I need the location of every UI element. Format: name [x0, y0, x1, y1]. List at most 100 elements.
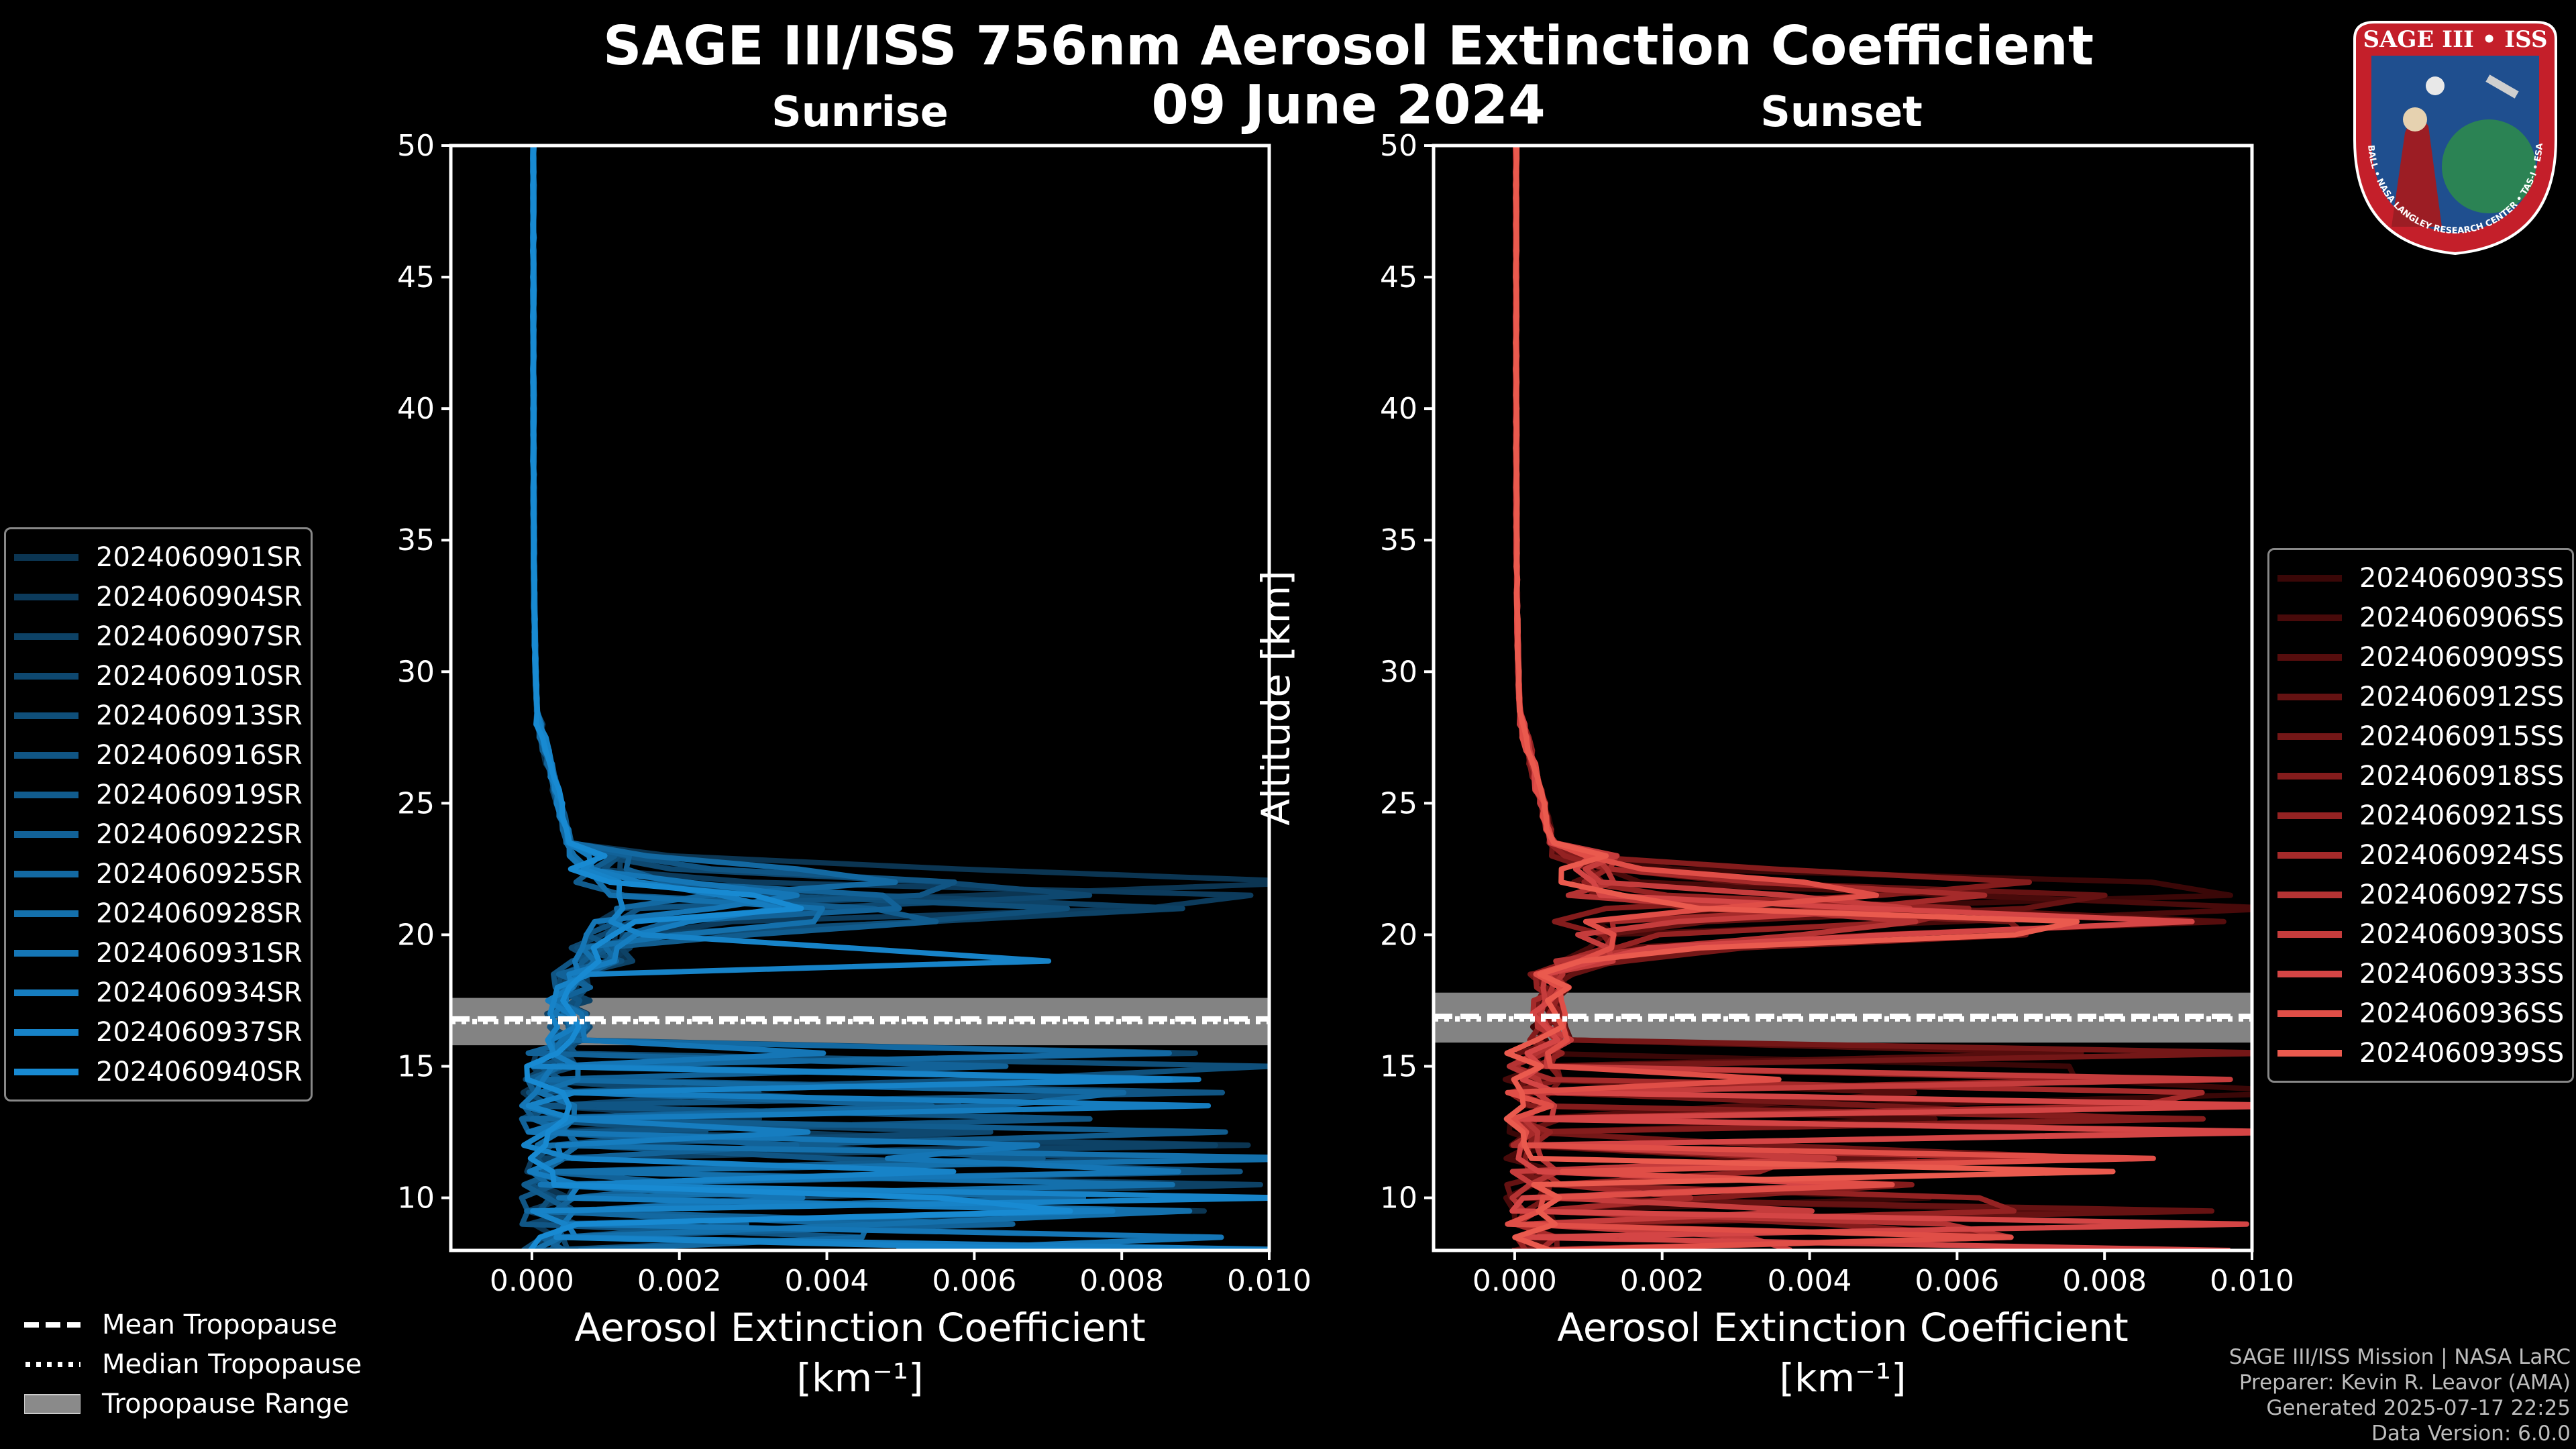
sunrise-y-tick-label: 15 [397, 1050, 435, 1084]
sunset-y-tick-label: 35 [1380, 523, 1417, 557]
legend-label: 2024060922SR [96, 818, 303, 850]
sunrise-y-tick-label: 50 [397, 129, 435, 163]
sunset-x-tick-label: 0.010 [2210, 1264, 2294, 1298]
sunrise-legend: 2024060901SR 2024060904SR 2024060907SR 2024… [4, 527, 313, 1102]
legend-entry: 2024060925SR [14, 854, 303, 894]
legend-entry: 2024060937SR [14, 1012, 303, 1052]
logo-iss-icon [2485, 74, 2519, 99]
legend-swatch [14, 712, 78, 719]
sunrise-x-tick-label: 0.002 [637, 1264, 722, 1298]
sunrise-y-tick-label: 35 [397, 523, 435, 557]
credit-mission: SAGE III/ISS Mission | NASA LaRC [2229, 1345, 2571, 1369]
legend-entry: 2024060931SR [14, 933, 303, 973]
sunset-y-tick-label: 15 [1380, 1050, 1417, 1084]
legend-entry: 2024060921SS [2277, 796, 2564, 835]
sunset-x-axis-unit: [km⁻¹] [1779, 1355, 1906, 1401]
legend-swatch [14, 830, 78, 838]
legend-swatch [2277, 653, 2342, 661]
sunrise-series-line [524, 146, 1073, 1250]
sunset-y-tick-label: 25 [1380, 786, 1417, 820]
sunset-panel-title: Sunset [1760, 87, 1923, 136]
legend-swatch [14, 672, 78, 680]
legend-label: 2024060919SR [96, 779, 303, 810]
sunrise-x-axis-unit: [km⁻¹] [796, 1355, 923, 1401]
logo-top-text: SAGE III • ISS [2363, 26, 2547, 53]
legend-label: 2024060927SS [2359, 879, 2565, 910]
sunrise-x-tick-label: 0.004 [785, 1264, 869, 1298]
sage-iii-iss-mission-logo: SAGE III • ISS BALL • NASA LANGLEY RESEA… [2353, 21, 2557, 256]
legend-swatch [14, 593, 78, 600]
legend-swatch [14, 989, 78, 996]
mean-tropopause-label: Mean Tropopause [102, 1309, 337, 1340]
sunset-x-axis-label: Aerosol Extinction Coefficient [1557, 1305, 2129, 1350]
legend-label: 2024060907SR [96, 621, 303, 652]
legend-entry: 2024060913SR [14, 696, 303, 735]
legend-swatch [14, 553, 78, 561]
legend-entry: 2024060903SS [2277, 558, 2564, 598]
sunset-y-tick-label: 45 [1380, 260, 1417, 294]
sunrise-y-tick-label: 25 [397, 786, 435, 820]
sunset-x-tick-label: 0.006 [1915, 1264, 1999, 1298]
legend-label: 2024060901SR [96, 541, 303, 573]
sunset-series-line [1503, 146, 2116, 1250]
legend-entry: 2024060940SR [14, 1052, 303, 1091]
sunrise-x-tick-label: 0.006 [932, 1264, 1016, 1298]
legend-entry: 2024060918SS [2277, 756, 2564, 796]
legend-swatch [2277, 851, 2342, 859]
legend-label: 2024060916SR [96, 739, 303, 771]
sunrise-plot-frame [449, 144, 1271, 1252]
chart-date: 09 June 2024 [1151, 74, 1546, 136]
legend-entry: 2024060915SS [2277, 716, 2564, 756]
sunrise-y-tick-label: 30 [397, 655, 435, 689]
credit-generated: Generated 2025-07-17 22:25 [2266, 1396, 2571, 1420]
tropopause-range-label: Tropopause Range [102, 1388, 350, 1419]
sunrise-y-tick-label: 10 [397, 1181, 435, 1216]
sunset-x-tick-label: 0.002 [1620, 1264, 1705, 1298]
tropopause-legend: Mean Tropopause Median Tropopause Tropop… [24, 1305, 362, 1424]
legend-entry: 2024060922SR [14, 814, 303, 854]
legend-entry: 2024060924SS [2277, 835, 2564, 875]
legend-entry: 2024060919SR [14, 775, 303, 814]
sunrise-panel-title: Sunrise [771, 87, 949, 136]
legend-entry: 2024060909SS [2277, 637, 2564, 677]
dashed-line-swatch [24, 1322, 80, 1328]
legend-label: 2024060939SS [2359, 1037, 2565, 1069]
sunset-y-tick-label: 50 [1380, 129, 1417, 163]
legend-swatch [14, 633, 78, 640]
legend-label: 2024060904SR [96, 581, 303, 612]
legend-entry: 2024060936SS [2277, 994, 2564, 1033]
sunset-legend: 2024060903SS 2024060906SS 2024060909SS 2024… [2267, 548, 2575, 1083]
legend-swatch [14, 1068, 78, 1075]
legend-label: 2024060912SS [2359, 681, 2565, 712]
sunrise-series-group [519, 146, 1269, 1250]
legend-swatch [14, 791, 78, 798]
logo-figure-head-icon [2403, 107, 2427, 131]
sunrise-x-tick-label: 0.010 [1227, 1264, 1311, 1298]
legend-label: 2024060915SS [2359, 720, 2565, 752]
dotted-line-swatch [25, 1361, 80, 1367]
legend-entry: 2024060901SR [14, 537, 303, 577]
legend-label: 2024060906SS [2359, 602, 2565, 633]
legend-entry: 2024060934SR [14, 973, 303, 1012]
sunrise-y-tick-label: 20 [397, 918, 435, 952]
legend-entry: 2024060928SR [14, 894, 303, 933]
legend-entry: 2024060907SR [14, 616, 303, 656]
legend-swatch [14, 1028, 78, 1036]
legend-entry: 2024060939SS [2277, 1033, 2564, 1073]
sunrise-x-axis-label: Aerosol Extinction Coefficient [574, 1305, 1146, 1350]
legend-swatch [2277, 930, 2342, 938]
legend-tropopause-range: Tropopause Range [24, 1384, 362, 1424]
legend-entry: 2024060910SR [14, 656, 303, 696]
legend-mean-tropopause: Mean Tropopause [24, 1305, 362, 1344]
legend-label: 2024060931SR [96, 937, 303, 969]
sunset-y-tick-label: 10 [1380, 1181, 1417, 1216]
logo-earth-icon [2442, 119, 2536, 213]
legend-swatch [2277, 693, 2342, 700]
sunset-x-tick-label: 0.000 [1472, 1264, 1557, 1298]
sunset-y-tick-label: 40 [1380, 392, 1417, 426]
logo-moon-icon [2426, 76, 2445, 95]
legend-swatch [14, 751, 78, 759]
credits: SAGE III/ISS Mission | NASA LaRC Prepare… [2229, 1344, 2571, 1446]
legend-label: 2024060930SS [2359, 918, 2565, 950]
legend-swatch [2277, 970, 2342, 977]
